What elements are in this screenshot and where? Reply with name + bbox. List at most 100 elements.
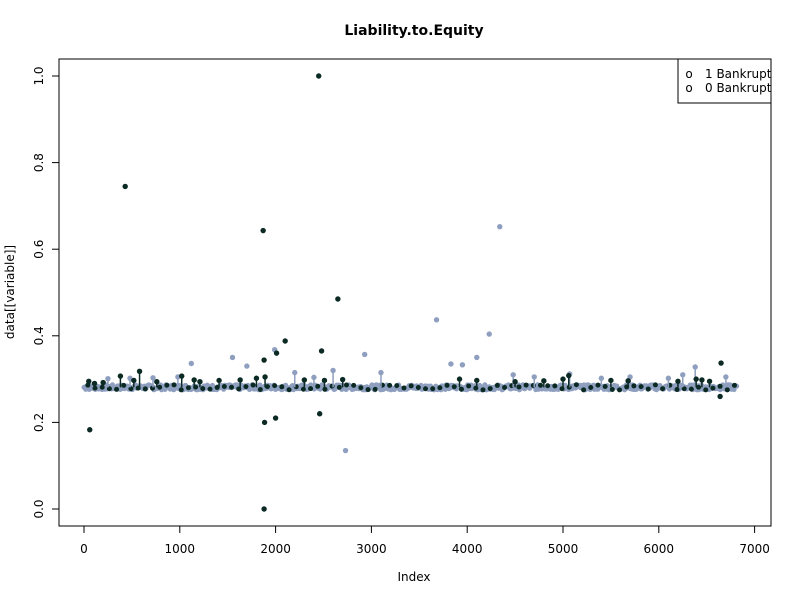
point-bankrupt-1 — [261, 419, 268, 426]
scatter-point-baseline-bankrupt — [365, 387, 371, 393]
scatter-point-baseline-bankrupt — [437, 385, 443, 391]
scatter-point-baseline-bankrupt — [394, 383, 400, 389]
scatter-point-baseline-bankrupt — [351, 382, 357, 388]
scatter-point-baseline-bankrupt — [458, 386, 464, 392]
scatter-point-baseline-bankrupt — [264, 384, 270, 390]
scatter-point-baseline-bankrupt — [415, 385, 421, 391]
point-bankrupt-0 — [361, 351, 368, 358]
scatter-point-baseline-bankrupt — [329, 383, 335, 389]
scatter-point-baseline-bankrupt — [279, 384, 285, 390]
point-bankrupt-1 — [560, 376, 566, 382]
point-bankrupt-1 — [318, 348, 325, 354]
x-tick-label: 1000 — [165, 542, 196, 556]
scatter-point-baseline-bankrupt — [92, 385, 98, 391]
point-bankrupt-1 — [693, 376, 699, 382]
scatter-point-baseline — [209, 382, 215, 388]
scatter-point-baseline-bankrupt — [724, 387, 730, 393]
point-bankrupt-0 — [680, 372, 686, 378]
point-bankrupt-0 — [188, 360, 194, 367]
point-bankrupt-1 — [179, 373, 185, 379]
scatter-point-baseline-bankrupt — [286, 387, 292, 393]
point-bankrupt-1 — [261, 357, 267, 363]
scatter-point-baseline-bankrupt — [703, 387, 709, 393]
scatter-point-baseline-bankrupt — [502, 384, 508, 390]
scatter-point-baseline-bankrupt — [602, 384, 608, 390]
point-bankrupt-1 — [316, 73, 322, 79]
point-bankrupt-1 — [316, 411, 323, 417]
scatter-point-baseline-bankrupt — [545, 383, 551, 389]
scatter-point-baseline-bankrupt — [221, 384, 227, 390]
scatter-point-baseline-bankrupt — [322, 386, 328, 392]
scatter-point-baseline-bankrupt — [243, 384, 249, 390]
point-bankrupt-0 — [244, 363, 250, 369]
scatter-point-baseline-bankrupt — [315, 383, 321, 389]
scatter-point-baseline-bankrupt — [149, 385, 155, 391]
point-bankrupt-1 — [117, 373, 124, 379]
scatter-point-baseline-bankrupt — [581, 387, 587, 393]
y-tick-label: 0.2 — [32, 413, 46, 432]
point-bankrupt-0 — [311, 374, 317, 381]
scatter-point-baseline-bankrupt — [300, 386, 306, 392]
plot-frame — [58, 58, 772, 527]
scatter-point-baseline-bankrupt — [473, 385, 479, 391]
scatter-point-baseline-bankrupt — [171, 382, 177, 388]
scatter-point-baseline-bankrupt — [731, 382, 737, 388]
point-bankrupt-1 — [456, 376, 463, 382]
point-bankrupt-1 — [625, 378, 631, 384]
y-tick-label: 0.0 — [32, 499, 46, 518]
chart-title: Liability.to.Equity — [344, 23, 483, 39]
scatter-point-baseline-bankrupt — [408, 383, 414, 389]
scatter-point-baseline-bankrupt — [487, 386, 493, 392]
scatter-point-baseline-bankrupt — [710, 385, 716, 391]
point-bankrupt-1 — [339, 376, 346, 383]
point-bankrupt-1 — [273, 350, 280, 356]
x-tick-label: 4000 — [452, 542, 483, 556]
scatter-point-baseline-bankrupt — [537, 382, 543, 388]
scatter-point-baseline-bankrupt — [336, 384, 342, 390]
scatter-point-baseline-bankrupt — [401, 385, 407, 391]
scatter-point-baseline-bankrupt — [444, 382, 450, 388]
x-tick-label: 7000 — [739, 542, 770, 556]
points-layer — [81, 73, 740, 512]
point-bankrupt-0 — [229, 354, 236, 361]
scatter-point-baseline-bankrupt — [609, 387, 615, 393]
scatter-point-baseline-bankrupt — [142, 386, 148, 392]
scatter-point-baseline-bankrupt — [530, 383, 536, 389]
point-bankrupt-0 — [497, 223, 503, 230]
point-bankrupt-0 — [510, 372, 516, 378]
scatter-point-baseline-bankrupt — [451, 384, 457, 390]
scatter-point-baseline-bankrupt — [114, 386, 120, 392]
scatter-point-baseline-bankrupt — [164, 382, 170, 388]
point-bankrupt-0 — [378, 369, 384, 376]
point-bankrupt-0 — [433, 317, 440, 323]
x-axis-label: Index — [397, 570, 430, 584]
x-tick-label: 2000 — [260, 542, 291, 556]
scatter-point-baseline-bankrupt — [559, 386, 565, 392]
scatter-point-baseline-bankrupt — [552, 383, 558, 389]
y-axis: 0.0 0.2 0.4 0.6 0.8 1.0 — [32, 66, 60, 519]
point-bankrupt-1 — [282, 338, 288, 344]
point-bankrupt-1 — [136, 368, 143, 375]
point-bankrupt-1 — [261, 506, 267, 512]
scatter-point-baseline-bankrupt — [480, 387, 486, 393]
y-axis-label: data[[variable]] — [3, 245, 17, 339]
point-bankrupt-0 — [150, 375, 156, 381]
scatter-point-baseline-bankrupt — [588, 385, 594, 391]
legend-label-1: 1 Bankrupt — [705, 67, 772, 81]
scatter-point-baseline-bankrupt — [236, 386, 242, 392]
scatter-point-baseline-bankrupt — [717, 383, 723, 389]
x-tick-label: 3000 — [356, 542, 387, 556]
scatter-point-baseline-bankrupt — [106, 386, 112, 392]
scatter-point-baseline-bankrupt — [523, 382, 529, 388]
point-bankrupt-1 — [122, 183, 128, 190]
scatter-point-baseline-bankrupt — [257, 386, 263, 392]
scatter-point-baseline-bankrupt — [121, 382, 127, 388]
scatter-point-baseline-bankrupt — [660, 386, 666, 392]
scatter-point-baseline-bankrupt — [494, 382, 500, 388]
point-bankrupt-1 — [718, 360, 724, 366]
scatter-point-baseline-bankrupt — [308, 386, 314, 392]
scatter-point-baseline-bankrupt — [595, 382, 601, 388]
point-bankrupt-0 — [474, 354, 480, 361]
point-bankrupt-1 — [91, 380, 98, 387]
point-bankrupt-1 — [260, 227, 266, 234]
